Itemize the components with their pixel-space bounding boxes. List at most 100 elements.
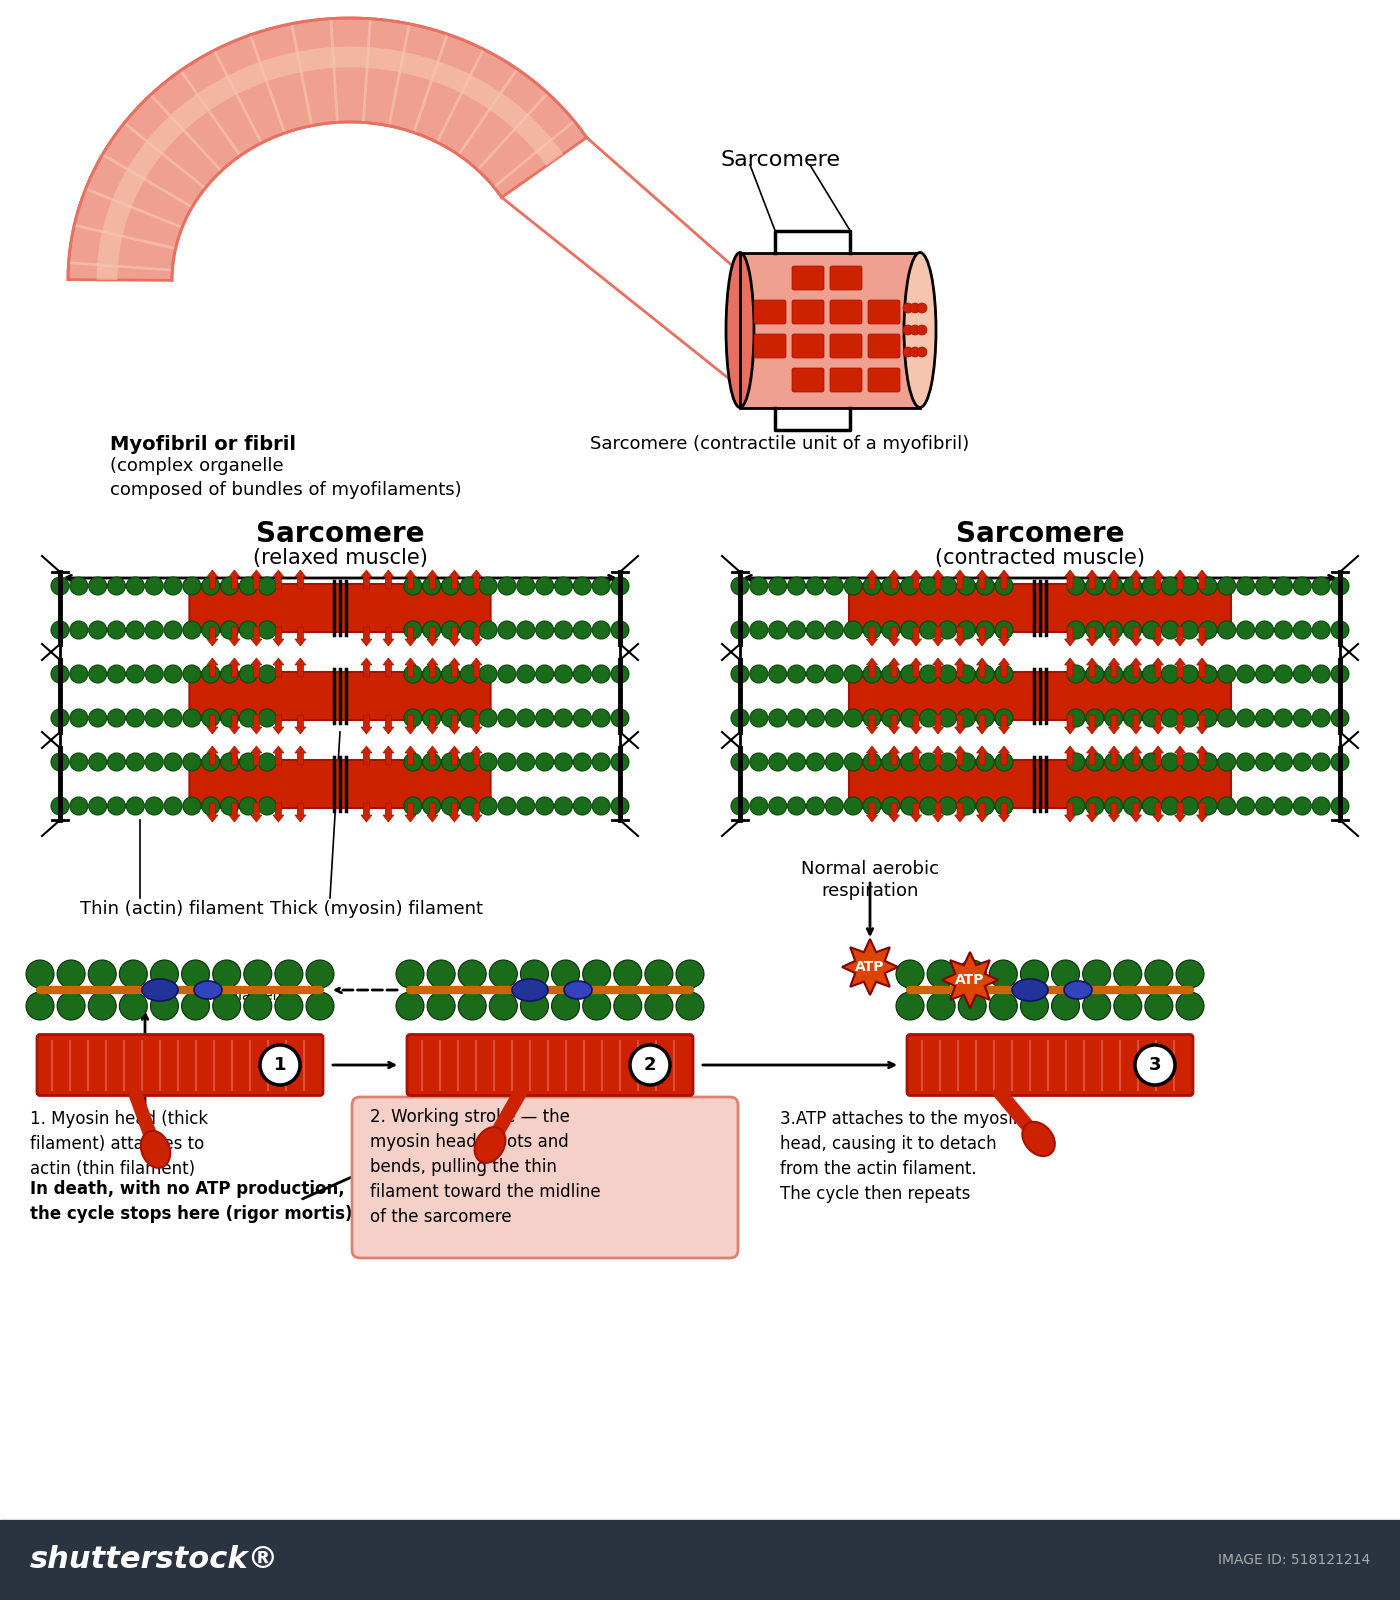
FancyArrow shape bbox=[1197, 746, 1207, 765]
Circle shape bbox=[260, 1045, 300, 1085]
Circle shape bbox=[490, 992, 518, 1021]
Circle shape bbox=[920, 754, 938, 771]
FancyBboxPatch shape bbox=[848, 584, 1231, 632]
Circle shape bbox=[1312, 709, 1330, 726]
Circle shape bbox=[938, 578, 956, 595]
Circle shape bbox=[1142, 578, 1161, 595]
FancyArrow shape bbox=[1109, 658, 1120, 677]
FancyArrow shape bbox=[932, 715, 944, 734]
FancyArrow shape bbox=[910, 658, 921, 677]
Polygon shape bbox=[97, 46, 563, 280]
FancyArrow shape bbox=[273, 803, 284, 822]
Circle shape bbox=[1218, 578, 1236, 595]
Circle shape bbox=[862, 754, 881, 771]
FancyArrow shape bbox=[889, 715, 899, 734]
Circle shape bbox=[995, 621, 1014, 638]
Circle shape bbox=[1294, 666, 1312, 683]
Ellipse shape bbox=[195, 981, 223, 998]
Circle shape bbox=[750, 709, 767, 726]
Circle shape bbox=[1180, 709, 1198, 726]
Circle shape bbox=[676, 960, 704, 987]
Circle shape bbox=[88, 709, 106, 726]
Text: Sarcomere (contractile unit of a myofibril): Sarcomere (contractile unit of a myofibr… bbox=[589, 435, 969, 453]
Text: Sarcomere: Sarcomere bbox=[956, 520, 1124, 547]
Text: 1: 1 bbox=[274, 1056, 286, 1074]
Circle shape bbox=[1105, 754, 1123, 771]
Circle shape bbox=[479, 578, 497, 595]
Circle shape bbox=[164, 797, 182, 814]
Circle shape bbox=[403, 666, 421, 683]
FancyArrow shape bbox=[1064, 627, 1075, 646]
Circle shape bbox=[1198, 797, 1217, 814]
Circle shape bbox=[927, 992, 955, 1021]
Circle shape bbox=[1256, 578, 1274, 595]
Circle shape bbox=[441, 578, 459, 595]
FancyArrow shape bbox=[361, 715, 372, 734]
FancyArrow shape bbox=[273, 715, 284, 734]
Circle shape bbox=[221, 621, 238, 638]
FancyArrow shape bbox=[405, 715, 416, 734]
Circle shape bbox=[1082, 992, 1110, 1021]
Circle shape bbox=[126, 709, 144, 726]
Circle shape bbox=[1086, 621, 1103, 638]
Circle shape bbox=[1142, 666, 1161, 683]
FancyArrow shape bbox=[977, 570, 987, 589]
FancyBboxPatch shape bbox=[848, 760, 1231, 808]
FancyArrow shape bbox=[1197, 715, 1207, 734]
Circle shape bbox=[108, 621, 126, 638]
Circle shape bbox=[990, 960, 1018, 987]
FancyArrow shape bbox=[910, 627, 921, 646]
Circle shape bbox=[995, 666, 1014, 683]
Circle shape bbox=[1142, 797, 1161, 814]
Circle shape bbox=[1218, 621, 1236, 638]
Circle shape bbox=[1086, 578, 1103, 595]
FancyArrow shape bbox=[1131, 803, 1141, 822]
Text: (contracted muscle): (contracted muscle) bbox=[935, 547, 1145, 568]
Circle shape bbox=[1256, 666, 1274, 683]
Circle shape bbox=[1145, 992, 1173, 1021]
Circle shape bbox=[258, 666, 276, 683]
Circle shape bbox=[1274, 797, 1292, 814]
Circle shape bbox=[441, 754, 459, 771]
Circle shape bbox=[479, 666, 497, 683]
Circle shape bbox=[750, 797, 767, 814]
Circle shape bbox=[958, 709, 976, 726]
Circle shape bbox=[900, 621, 918, 638]
Circle shape bbox=[1105, 666, 1123, 683]
FancyArrow shape bbox=[230, 627, 239, 646]
FancyBboxPatch shape bbox=[755, 301, 785, 323]
FancyArrow shape bbox=[1109, 570, 1120, 589]
Circle shape bbox=[146, 754, 164, 771]
FancyArrow shape bbox=[295, 803, 305, 822]
FancyArrow shape bbox=[295, 746, 305, 765]
FancyArrow shape bbox=[207, 658, 218, 677]
Circle shape bbox=[613, 992, 641, 1021]
Circle shape bbox=[731, 578, 749, 595]
Circle shape bbox=[582, 992, 610, 1021]
FancyArrow shape bbox=[867, 803, 878, 822]
Circle shape bbox=[403, 754, 421, 771]
FancyArrow shape bbox=[361, 627, 372, 646]
Circle shape bbox=[1198, 578, 1217, 595]
Circle shape bbox=[126, 578, 144, 595]
Circle shape bbox=[1161, 754, 1179, 771]
Circle shape bbox=[274, 960, 302, 987]
Circle shape bbox=[458, 960, 486, 987]
FancyArrow shape bbox=[207, 803, 218, 822]
Circle shape bbox=[896, 992, 924, 1021]
Text: IMAGE ID: 518121214: IMAGE ID: 518121214 bbox=[1218, 1554, 1371, 1566]
FancyArrow shape bbox=[1152, 658, 1163, 677]
Ellipse shape bbox=[141, 979, 178, 1002]
Circle shape bbox=[1256, 709, 1274, 726]
Circle shape bbox=[1294, 797, 1312, 814]
FancyArrow shape bbox=[251, 746, 262, 765]
FancyArrow shape bbox=[955, 570, 966, 589]
Circle shape bbox=[126, 621, 144, 638]
Text: ATP: ATP bbox=[955, 973, 984, 987]
Circle shape bbox=[536, 621, 553, 638]
Circle shape bbox=[788, 666, 805, 683]
Circle shape bbox=[1294, 578, 1312, 595]
FancyArrow shape bbox=[977, 627, 987, 646]
Circle shape bbox=[1105, 578, 1123, 595]
Circle shape bbox=[202, 578, 220, 595]
